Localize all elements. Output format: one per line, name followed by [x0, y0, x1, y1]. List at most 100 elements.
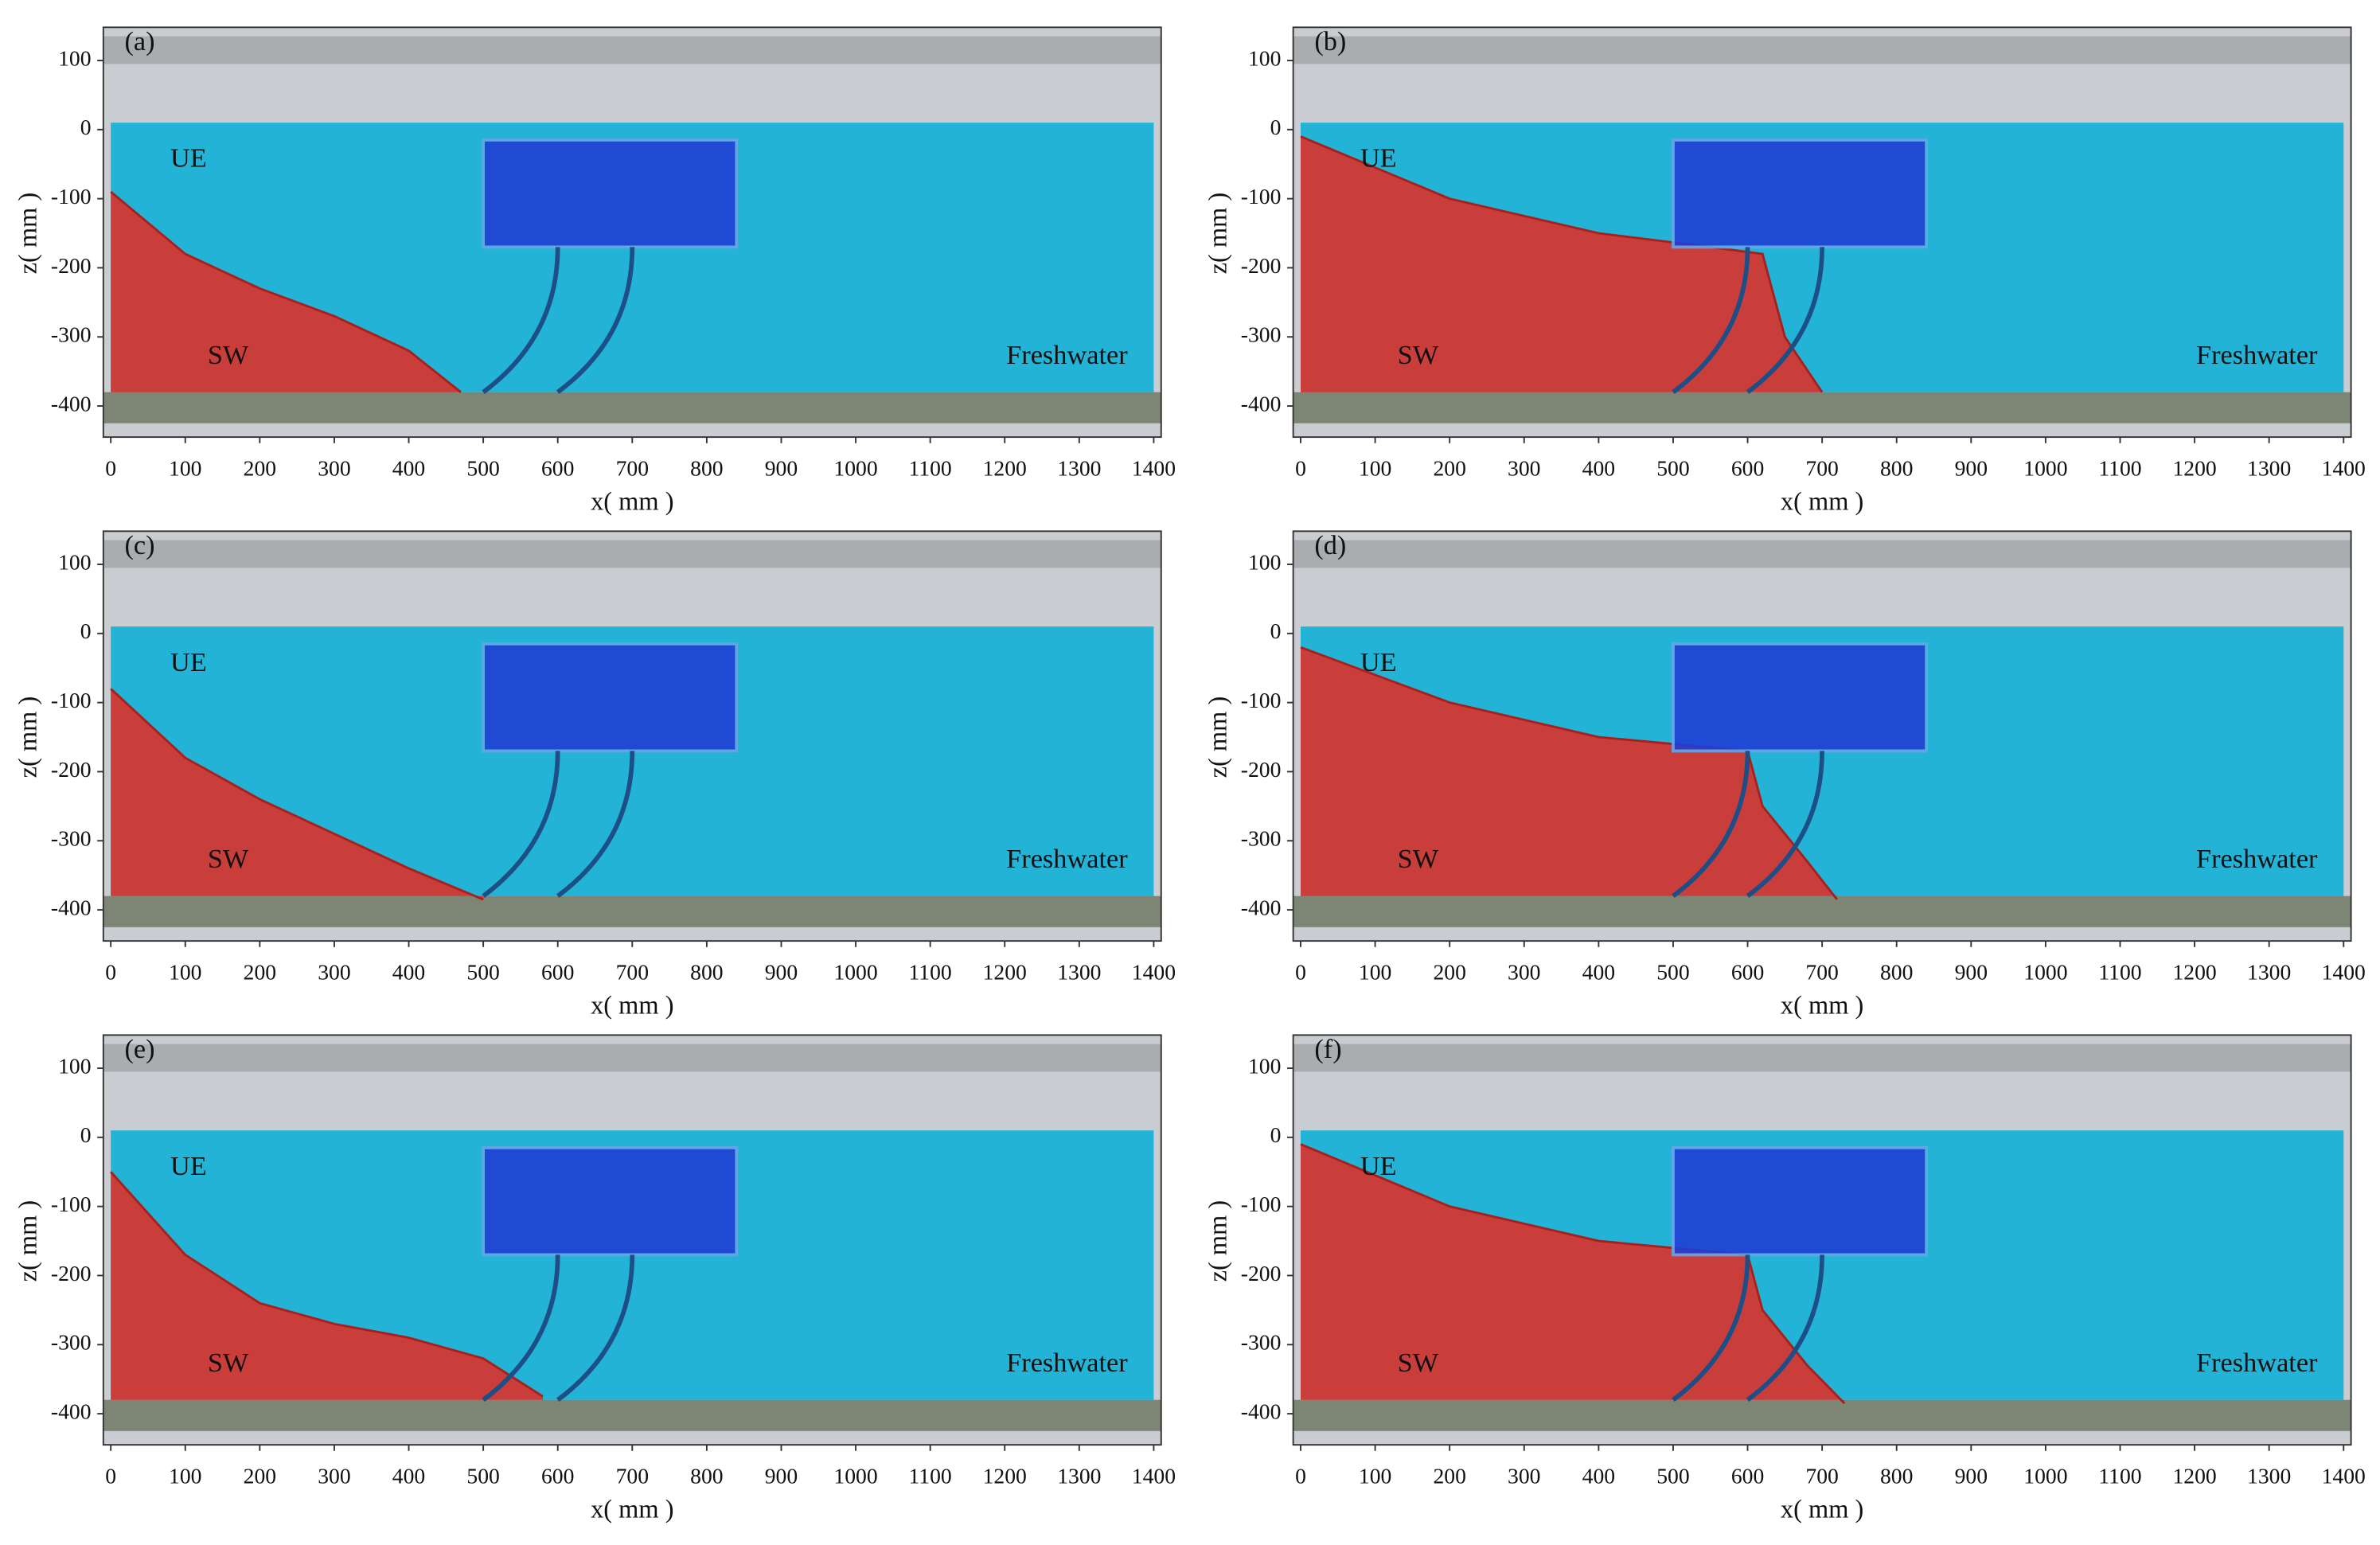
y-tick-label: 0 — [1270, 115, 1282, 139]
y-tick-label: 100 — [58, 1053, 91, 1078]
y-tick-label: 100 — [58, 45, 91, 70]
x-tick-label: 300 — [318, 1463, 350, 1488]
x-tick-label: 1100 — [909, 1463, 952, 1488]
device-box — [482, 1145, 739, 1257]
panel: 0 100 200 300 400 500 600 700 800 900 1000 1100 1200… — [1204, 1034, 2366, 1524]
rail — [103, 540, 1161, 568]
panel: 0 100 200 300 400 500 600 700 800 900 1000 1100 1200… — [14, 1034, 1176, 1524]
annotation: Freshwater — [2196, 844, 2318, 874]
annotation: Freshwater — [1006, 1348, 1128, 1378]
annotation: UE — [1360, 1151, 1397, 1181]
annotation: Freshwater — [1006, 340, 1128, 370]
rail — [1293, 1044, 2351, 1072]
x-axis-label: x( mm ) — [591, 991, 673, 1020]
y-tick-label: -100 — [51, 1192, 92, 1216]
x-tick-label: 300 — [1508, 1463, 1540, 1488]
x-tick-label: 600 — [1731, 1463, 1764, 1488]
annotation: UE — [170, 647, 207, 677]
x-tick-label: 500 — [466, 959, 499, 984]
y-tick-label: -200 — [1241, 1261, 1282, 1286]
x-tick-label: 700 — [1805, 1463, 1838, 1488]
x-tick-label: 600 — [541, 959, 574, 984]
y-tick-label: -300 — [51, 322, 92, 347]
panel-label: (e) — [125, 1034, 155, 1064]
x-tick-label: 400 — [392, 455, 425, 480]
tank-bottom — [103, 1399, 1161, 1431]
tube — [1672, 1254, 1750, 1403]
x-tick-label: 400 — [1582, 455, 1615, 480]
y-tick-label: -200 — [51, 253, 92, 278]
interface-line — [110, 688, 484, 901]
y-tick-label: 100 — [1248, 1053, 1281, 1078]
x-tick-label: 1200 — [983, 959, 1027, 984]
x-tick-label: 1400 — [2322, 959, 2366, 984]
y-tick-label: -100 — [1241, 1192, 1282, 1216]
x-tick-label: 900 — [765, 959, 798, 984]
x-tick-label: 900 — [765, 455, 798, 480]
x-axis-label: x( mm ) — [1781, 487, 1863, 516]
panel: 0 100 200 300 400 500 600 700 800 900 1000 1100 1200… — [14, 26, 1176, 516]
y-tick-label: -100 — [1241, 688, 1282, 712]
annotation: UE — [1360, 647, 1397, 677]
x-tick-label: 0 — [105, 1463, 116, 1488]
tank-bottom — [1293, 392, 2351, 423]
tube — [556, 751, 635, 899]
y-axis-label: z( mm ) — [1204, 696, 1233, 778]
x-tick-label: 1300 — [2247, 1463, 2291, 1488]
y-tick-label: 100 — [1248, 549, 1281, 574]
x-tick-label: 800 — [1880, 1463, 1913, 1488]
y-tick-label: 0 — [80, 115, 92, 139]
x-tick-label: 1300 — [2247, 455, 2291, 480]
x-tick-label: 1100 — [909, 455, 952, 480]
y-tick-label: 0 — [1270, 618, 1282, 643]
tank-bottom — [103, 895, 1161, 927]
x-tick-label: 1400 — [1132, 455, 1176, 480]
x-tick-label: 600 — [1731, 959, 1764, 984]
x-tick-label: 300 — [1508, 455, 1540, 480]
x-tick-label: 500 — [1656, 455, 1689, 480]
x-tick-label: 1000 — [833, 1463, 877, 1488]
salt-wedge — [111, 689, 484, 900]
x-tick-label: 700 — [616, 959, 649, 984]
x-tick-label: 900 — [1955, 959, 1988, 984]
x-tick-label: 600 — [1731, 455, 1764, 480]
x-tick-label: 100 — [1359, 1463, 1391, 1488]
x-tick-label: 400 — [1582, 1463, 1615, 1488]
y-tick-label: -100 — [51, 688, 92, 712]
annotation: SW — [1398, 340, 1439, 370]
x-tick-label: 0 — [1295, 1463, 1306, 1488]
tube — [1746, 1254, 1824, 1403]
y-tick-label: -300 — [1241, 322, 1282, 347]
panel-label: (a) — [125, 26, 155, 57]
device-box — [482, 642, 739, 753]
tube — [482, 1254, 560, 1403]
tube — [1746, 751, 1824, 899]
x-tick-label: 400 — [1582, 959, 1615, 984]
x-tick-label: 100 — [169, 959, 201, 984]
rail — [1293, 36, 2351, 64]
x-tick-label: 1000 — [833, 455, 877, 480]
y-tick-label: -300 — [1241, 1330, 1282, 1355]
x-tick-label: 900 — [765, 1463, 798, 1488]
y-tick-label: -400 — [51, 895, 92, 919]
x-tick-label: 200 — [244, 959, 276, 984]
salt-wedge — [1301, 1144, 1845, 1404]
x-tick-label: 400 — [392, 959, 425, 984]
annotation: UE — [170, 143, 207, 174]
tube — [482, 751, 560, 899]
x-tick-label: 100 — [1359, 455, 1391, 480]
y-tick-label: -200 — [1241, 253, 1282, 278]
x-tick-label: 1300 — [2247, 959, 2291, 984]
x-tick-label: 1200 — [2172, 959, 2216, 984]
tube — [482, 247, 560, 394]
annotation: Freshwater — [2196, 340, 2318, 370]
salt-wedge — [111, 191, 462, 392]
x-tick-label: 1100 — [2098, 959, 2141, 984]
y-tick-label: -200 — [51, 757, 92, 782]
x-tick-label: 0 — [105, 455, 116, 480]
y-axis-label: z( mm ) — [14, 193, 43, 275]
x-tick-label: 200 — [1433, 959, 1465, 984]
x-tick-label: 1100 — [909, 959, 952, 984]
